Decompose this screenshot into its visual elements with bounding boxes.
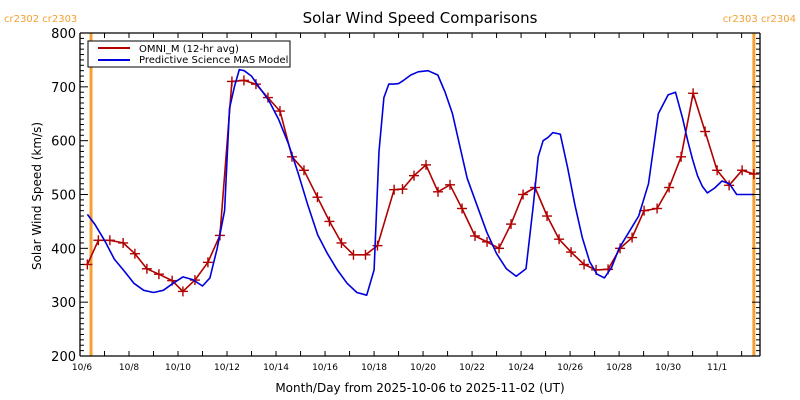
- y-tick-label: 400: [51, 242, 76, 257]
- data-point-omni: [724, 180, 735, 191]
- data-point-omni: [506, 219, 517, 230]
- x-tick-label: 10/12: [214, 363, 240, 373]
- data-point-omni: [177, 286, 188, 297]
- data-point-omni: [554, 234, 565, 245]
- data-point-omni: [238, 75, 249, 86]
- x-tick-label: 10/26: [557, 363, 583, 373]
- data-point-omni: [688, 88, 699, 99]
- data-point-omni: [518, 189, 529, 200]
- data-point-omni: [421, 159, 432, 170]
- x-tick-label: 10/14: [263, 363, 289, 373]
- data-point-omni: [104, 235, 115, 246]
- y-tick-label: 600: [51, 135, 76, 150]
- chart-title: Solar Wind Speed Comparisons: [303, 9, 538, 27]
- y-tick-label: 700: [51, 81, 76, 96]
- data-point-omni: [664, 182, 675, 193]
- carrington-label-left: cr2302 cr2303: [4, 14, 77, 25]
- y-axis-label: Solar Wind Speed (km/s): [30, 122, 44, 270]
- data-point-omni: [470, 230, 481, 241]
- data-point-omni: [737, 165, 748, 176]
- data-point-omni: [627, 232, 638, 243]
- data-point-omni: [748, 169, 759, 180]
- data-point-omni: [457, 203, 468, 214]
- data-point-omni: [360, 249, 371, 260]
- data-point-omni: [700, 126, 711, 137]
- y-tick-label: 800: [51, 27, 76, 42]
- data-point-omni: [542, 211, 553, 222]
- plot-area: [82, 33, 759, 356]
- y-tick-label: 200: [51, 350, 76, 365]
- data-point-omni: [82, 259, 93, 270]
- data-point-omni: [262, 92, 273, 103]
- axes: 200 300 400 500 600 700 800 10/6 10/8 10/10 10/12 1…: [51, 27, 761, 373]
- x-tick-label: 10/10: [165, 363, 191, 373]
- x-tick-label: 10/16: [312, 363, 338, 373]
- data-point-omni: [712, 165, 723, 176]
- x-tick-label: 10/18: [361, 363, 387, 373]
- x-tick-label: 10/28: [606, 363, 632, 373]
- data-point-omni: [615, 243, 626, 254]
- carrington-label-right: cr2303 cr2304: [723, 14, 796, 25]
- data-point-omni: [250, 79, 261, 90]
- data-point-omni: [118, 237, 129, 248]
- legend: OMNI_M (12-hr avg) Predictive Science MA…: [87, 40, 291, 68]
- data-point-omni: [274, 106, 285, 117]
- data-point-omni: [408, 170, 419, 181]
- x-tick-label: 10/8: [119, 363, 139, 373]
- data-point-omni: [494, 243, 505, 254]
- y-tick-label: 300: [51, 296, 76, 311]
- data-point-omni: [93, 235, 104, 246]
- x-tick-label: 10/22: [459, 363, 485, 373]
- data-point-omni: [348, 249, 359, 260]
- data-point-omni: [372, 240, 383, 251]
- data-point-omni: [312, 192, 323, 203]
- x-axis-label: Month/Day from 2025-10-06 to 2025-11-02 …: [275, 381, 564, 395]
- data-point-omni: [652, 203, 663, 214]
- data-point-omni: [153, 269, 164, 280]
- data-point-omni: [129, 248, 140, 259]
- legend-label-model: Predictive Science MAS Model: [139, 55, 288, 66]
- data-point-omni: [397, 184, 408, 195]
- data-point-omni: [298, 165, 309, 176]
- x-tick-label: 10/20: [410, 363, 436, 373]
- data-point-omni: [433, 186, 444, 197]
- data-point-omni: [579, 259, 590, 270]
- x-tick-label: 10/6: [72, 363, 92, 373]
- x-tick-label: 11/1: [707, 363, 727, 373]
- data-point-omni: [676, 151, 687, 162]
- data-point-omni: [202, 257, 213, 268]
- y-tick-label: 500: [51, 189, 76, 204]
- data-point-omni: [336, 237, 347, 248]
- data-point-omni: [445, 179, 456, 190]
- series-line-model: [86, 68, 754, 297]
- data-point-omni: [324, 216, 335, 227]
- x-tick-label: 10/30: [655, 363, 681, 373]
- data-point-omni: [566, 247, 577, 258]
- legend-box: [87, 40, 291, 68]
- legend-label-omni: OMNI_M (12-hr avg): [139, 44, 239, 55]
- series-line-omni: [86, 79, 755, 293]
- data-point-omni: [141, 263, 152, 274]
- x-tick-label: 10/24: [508, 363, 534, 373]
